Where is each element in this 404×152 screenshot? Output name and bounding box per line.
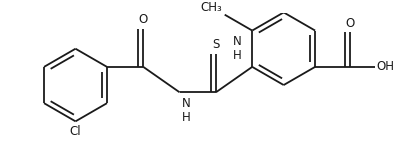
Text: Cl: Cl: [70, 125, 81, 138]
Text: CH₃: CH₃: [200, 1, 222, 14]
Text: OH: OH: [377, 60, 395, 73]
Text: N
H: N H: [233, 35, 241, 62]
Text: O: O: [345, 17, 354, 30]
Text: N
H: N H: [181, 97, 190, 124]
Text: O: O: [139, 13, 148, 26]
Text: S: S: [212, 38, 220, 51]
